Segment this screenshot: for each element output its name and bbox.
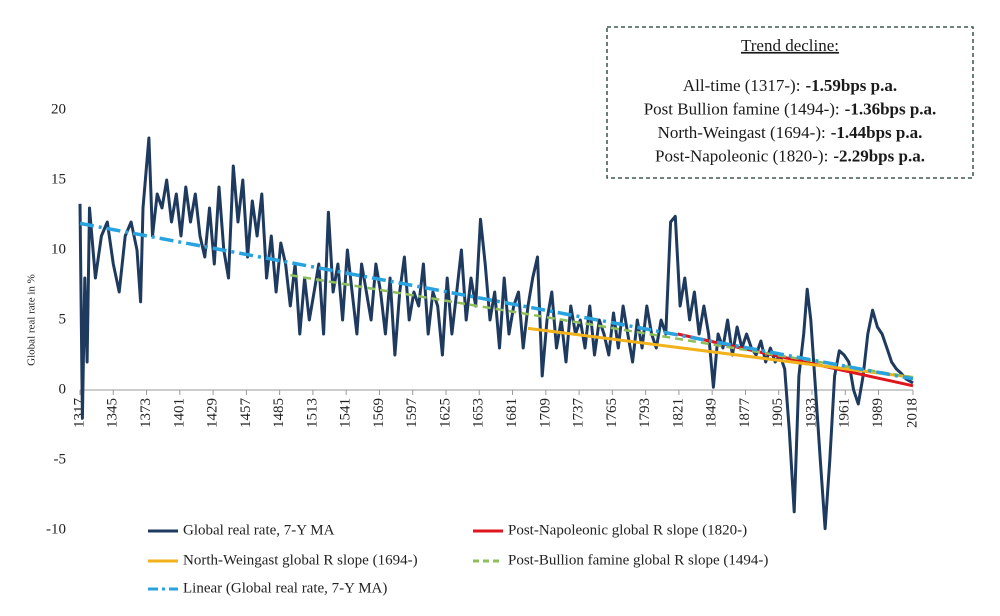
trend-box-lines: All-time (1317-): -1.59bps p.a. Post Bulli… <box>644 76 937 166</box>
trend-value: -2.29bps p.a. <box>833 146 925 165</box>
trend-label: Post Bullion famine (1494-): <box>644 99 840 118</box>
x-tick-label: 1849 <box>704 398 720 428</box>
x-tick-label: 1905 <box>770 398 786 428</box>
x-tick-label: 1373 <box>138 398 154 428</box>
x-tick-label: 1429 <box>205 398 221 428</box>
trend-box-title: Trend decline: <box>741 36 839 55</box>
y-tick-label: -10 <box>46 521 66 537</box>
x-tick-label: 1737 <box>571 398 587 429</box>
x-tick-label: 1345 <box>105 398 121 428</box>
trend-line: North-Weingast (1694-): -1.44bps p.a. <box>658 123 923 142</box>
y-tick-label: 10 <box>51 241 66 257</box>
x-tick-label: 1821 <box>670 398 686 428</box>
legend-label: North-Weingast global R slope (1694-) <box>183 552 418 568</box>
y-tick-label: 15 <box>51 171 66 187</box>
trend-label: Post-Napoleonic (1820-): <box>655 146 828 165</box>
x-tick-label: 1513 <box>304 398 320 428</box>
y-axis-label: Global real rate in % <box>26 274 38 366</box>
x-tick-label: 1765 <box>604 398 620 428</box>
legend-label: Global real rate, 7-Y MA <box>183 522 335 538</box>
x-tick-label: 1597 <box>404 398 420 429</box>
legend-label: Post-Bullion famine global R slope (1494… <box>508 552 768 568</box>
x-tick-label: 1457 <box>238 398 254 429</box>
x-tick-label: 1653 <box>471 398 487 428</box>
y-tick-label: -5 <box>54 451 67 467</box>
y-tick-label: 20 <box>51 101 66 117</box>
legend-label: Post-Napoleonic global R slope (1820-) <box>508 522 747 538</box>
x-tick-label: 1681 <box>504 398 520 428</box>
trend-label: All-time (1317-): <box>683 76 801 95</box>
series-line <box>677 332 914 388</box>
y-tick-label: 0 <box>59 381 67 397</box>
trend-label: North-Weingast (1694-): <box>658 123 826 142</box>
x-tick-label: 1709 <box>537 398 553 428</box>
trend-line: Post Bullion famine (1494-): -1.36bps p.a… <box>644 99 937 118</box>
series-line <box>79 221 914 381</box>
x-tick-label: 1961 <box>837 398 853 428</box>
x-tick-label: 1625 <box>437 398 453 428</box>
legend-label: Linear (Global real rate, 7-Y MA) <box>183 580 387 596</box>
trend-value: -1.44bps p.a. <box>831 123 923 142</box>
x-tick-label: 1877 <box>737 398 753 429</box>
x-tick-label: 1793 <box>637 398 653 428</box>
series-line <box>78 136 914 531</box>
trend-line: All-time (1317-): -1.59bps p.a. <box>683 76 897 95</box>
series-line <box>527 326 914 379</box>
trend-line: Post-Napoleonic (1820-): -2.29bps p.a. <box>655 146 925 165</box>
x-tick-label: 1401 <box>171 398 187 428</box>
trend-value: -1.59bps p.a. <box>805 76 897 95</box>
x-tick-label: 1485 <box>271 398 287 428</box>
x-tick-label: 1541 <box>338 398 354 428</box>
x-tick-label: 1569 <box>371 398 387 428</box>
x-tick-label: 1989 <box>870 398 886 428</box>
y-tick-label: 5 <box>59 311 67 327</box>
x-tick-label: 2018 <box>904 398 920 428</box>
x-tick-label: 1317 <box>71 398 87 429</box>
trend-box <box>606 26 974 179</box>
trend-value: -1.36bps p.a. <box>845 99 937 118</box>
